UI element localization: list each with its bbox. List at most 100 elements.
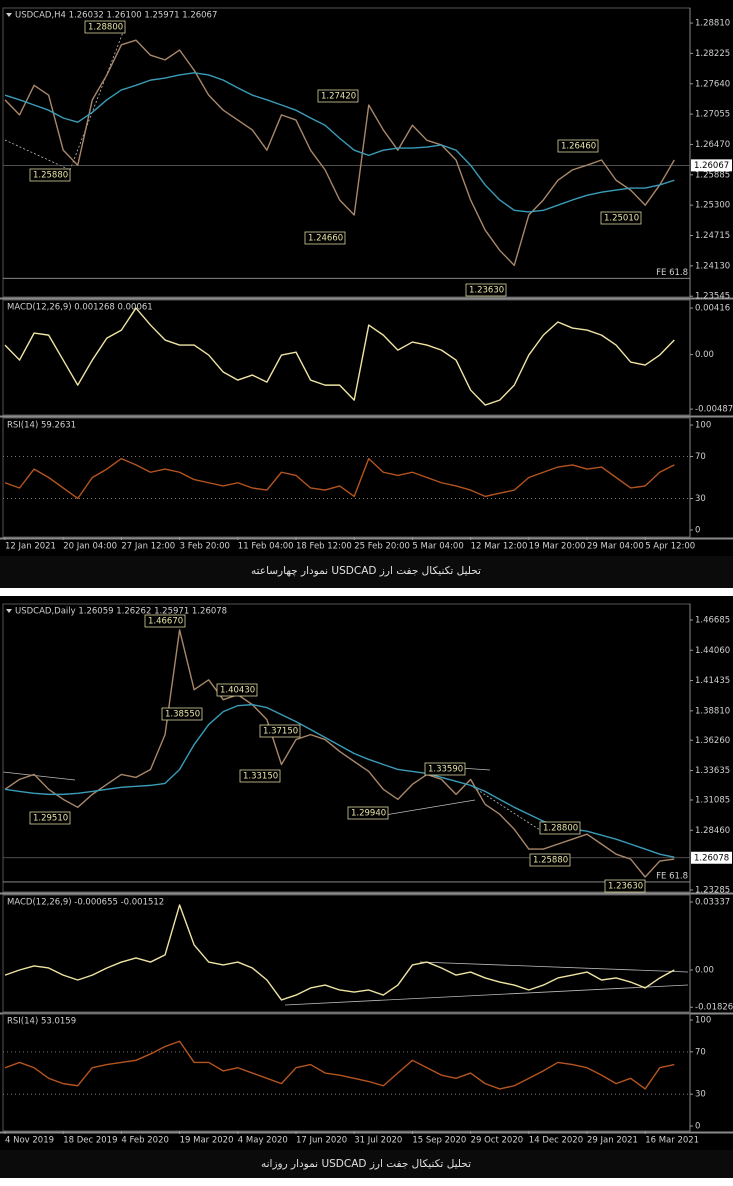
caption: تحلیل تکنیکال جفت ارز USDCAD نمودار چهار… (251, 565, 481, 577)
price-annotation: 1.33150 (243, 772, 278, 782)
price-annotation: 1.29510 (33, 814, 68, 824)
caption-bar (0, 1150, 733, 1178)
price-annotation: 1.46670 (148, 617, 183, 627)
price-annotation: 1.33590 (428, 765, 463, 775)
y-tick-label: 1.26470 (695, 140, 730, 150)
x-tick-label: 29 Oct 2020 (471, 1136, 524, 1146)
price-annotation: 1.28800 (543, 824, 578, 834)
price-annotation: 1.25880 (33, 171, 68, 181)
y-tick-label: 1.41435 (695, 676, 730, 686)
trendline (2, 771, 76, 781)
y-tick-label: 1.33635 (695, 766, 730, 776)
menu-triangle (6, 609, 12, 613)
price-annotation: 1.23630 (469, 286, 504, 296)
y-tick-label: 1.28225 (695, 49, 730, 59)
price-annotation: 1.25880 (533, 856, 568, 866)
y-tick-label: 70 (695, 452, 706, 462)
last-price-label: 1.26067 (694, 161, 729, 171)
series-line (4, 307, 675, 406)
y-tick-label: 1.38810 (695, 706, 730, 716)
y-tick-label: 1.24715 (695, 231, 730, 241)
panel-title: MACD(12,26,9) 0.001268 0.00061 (7, 303, 153, 313)
price-annotation-box (465, 283, 507, 297)
trendline (69, 26, 126, 171)
x-tick-label: 5 Mar 04:00 (412, 542, 463, 552)
price-annotation-box (239, 769, 281, 783)
x-tick-label: 3 Feb 20:00 (180, 542, 230, 552)
series-line (4, 457, 675, 500)
y-tick-label: 0.03337 (695, 897, 730, 907)
x-tick-label: 4 May 2020 (238, 1136, 288, 1146)
price-annotation-box (539, 821, 581, 835)
price-annotation: 1.27420 (321, 92, 356, 102)
y-tick-label: 0.00 (695, 350, 714, 360)
price-annotation: 1.40430 (220, 686, 255, 696)
y-tick-label: 0 (695, 525, 700, 535)
price-annotation-box (29, 168, 71, 182)
y-tick-label: -0.004871 (695, 405, 733, 415)
y-tick-label: 1.36260 (695, 736, 730, 746)
price-annotation: 1.25010 (604, 214, 639, 224)
x-tick-label: 31 Jul 2020 (354, 1136, 402, 1146)
y-tick-label: 1.27640 (695, 79, 730, 89)
caption-bar (0, 556, 733, 588)
last-price-box (691, 851, 732, 864)
y-tick-label: 1.28810 (695, 19, 730, 29)
price-annotation: 1.37150 (263, 727, 298, 737)
x-tick-label: 19 Mar 2020 (180, 1136, 234, 1146)
price-annotation-box (557, 139, 599, 153)
chart-block (0, 0, 733, 588)
trendline (384, 799, 476, 816)
price-annotation-box (29, 811, 71, 825)
y-tick-label: 1.25885 (695, 170, 730, 180)
y-tick-label: 100 (695, 421, 711, 431)
x-tick-label: 25 Feb 20:00 (354, 542, 410, 552)
y-tick-label: 70 (695, 1047, 706, 1057)
x-tick-label: 4 Nov 2019 (5, 1136, 54, 1146)
price-annotation: 1.26460 (561, 142, 596, 152)
price-annotation: 1.23630 (608, 882, 643, 892)
y-tick-label: 1.25300 (695, 201, 730, 211)
y-tick-label: 100 (695, 1016, 711, 1026)
price-annotation: 1.28800 (88, 23, 123, 33)
price-annotation: 1.29940 (351, 809, 386, 819)
y-tick-label: 1.44060 (695, 646, 730, 656)
x-tick-label: 29 Mar 04:00 (587, 542, 644, 552)
panel-title: USDCAD,H4 1.26032 1.26100 1.25971 1.2606… (15, 11, 217, 21)
series-line (4, 39, 675, 267)
series-line (4, 1040, 675, 1090)
price-annotation-box (317, 89, 359, 103)
x-tick-label: 12 Jan 2021 (5, 542, 56, 552)
x-tick-label: 27 Jan 12:00 (121, 542, 175, 552)
x-tick-label: 29 Jan 2021 (587, 1136, 638, 1146)
price-annotation-box (347, 806, 389, 820)
price-annotation-box (144, 614, 186, 628)
trendlines (2, 26, 689, 1006)
series-line (4, 629, 675, 878)
y-tick-label: 1.27055 (695, 110, 730, 120)
fe-label: FE 61.8 (656, 871, 688, 881)
series-line (4, 72, 675, 213)
x-tick-label: 18 Feb 12:00 (296, 542, 352, 552)
x-tick-label: 14 Dec 2020 (529, 1136, 583, 1146)
price-annotation-box (259, 724, 301, 738)
y-tick-label: 1.46685 (695, 615, 730, 625)
y-tick-label: 0.00416 (695, 304, 730, 314)
x-tick-label: 18 Dec 2019 (63, 1136, 117, 1146)
price-annotation-box (604, 879, 646, 893)
x-tick-label: 5 Apr 12:00 (645, 542, 695, 552)
panel-title: RSI(14) 53.0159 (7, 1017, 76, 1027)
y-tick-label: 1.23545 (695, 292, 730, 302)
fe-label: FE 61.8 (656, 268, 688, 278)
price-annotation: 1.24660 (308, 234, 343, 244)
x-tick-label: 4 Feb 2020 (121, 1136, 168, 1146)
menu-triangle (6, 13, 12, 17)
x-tick-label: 19 Mar 20:00 (529, 542, 586, 552)
x-tick-label: 12 Mar 12:00 (471, 542, 528, 552)
series-line (4, 904, 675, 1001)
y-tick-label: 30 (695, 1090, 706, 1100)
y-tick-label: 0.00 (695, 966, 714, 976)
price-annotation: 1.38550 (165, 710, 200, 720)
